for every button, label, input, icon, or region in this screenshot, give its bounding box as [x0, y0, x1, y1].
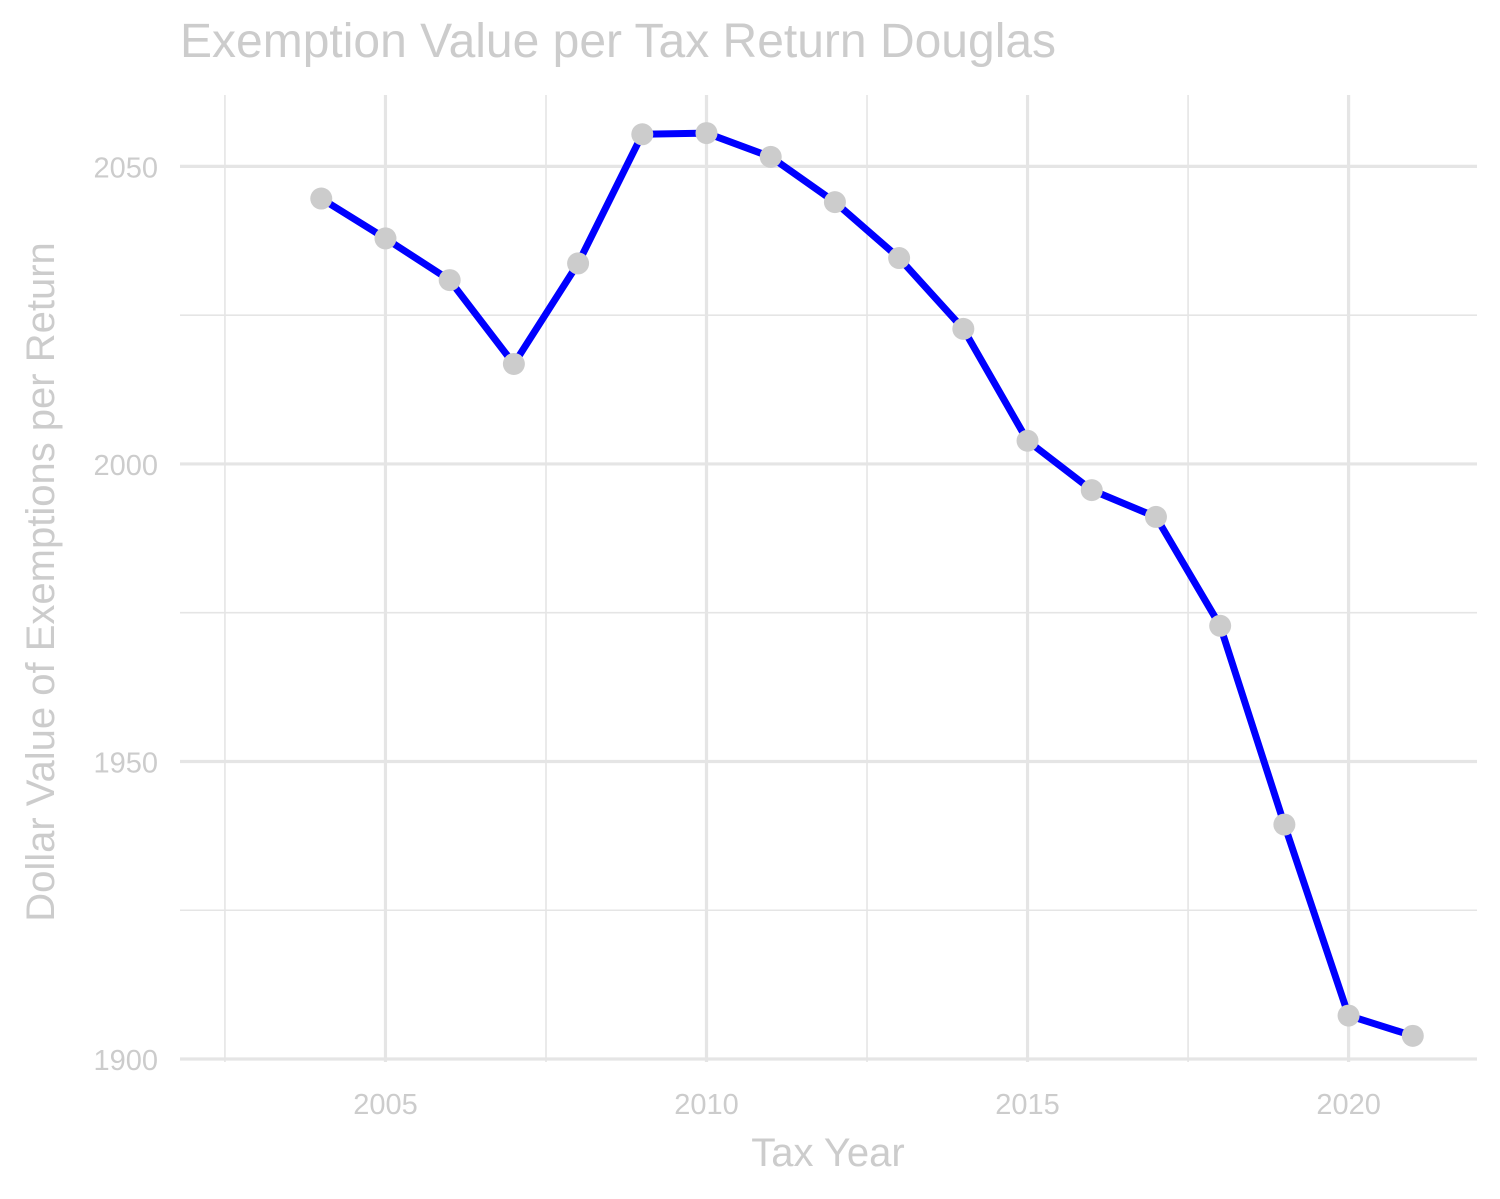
- data-point: [823, 191, 846, 214]
- data-point: [310, 187, 333, 210]
- data-point: [631, 123, 654, 146]
- x-tick-label: 2020: [1316, 1089, 1381, 1121]
- y-tick-label: 1900: [93, 1045, 158, 1077]
- data-point: [1337, 1004, 1360, 1027]
- data-point: [1273, 813, 1296, 836]
- data-point: [888, 247, 911, 270]
- x-tick-label: 2015: [995, 1089, 1060, 1121]
- x-axis-label: Tax Year: [751, 1131, 904, 1175]
- data-point: [438, 269, 461, 292]
- y-tick-label: 2000: [93, 450, 158, 482]
- data-point: [1401, 1024, 1424, 1047]
- x-tick-label: 2010: [674, 1089, 739, 1121]
- data-point: [1016, 429, 1039, 452]
- y-tick-label: 2050: [93, 152, 158, 184]
- series-line: [317, 129, 1417, 1040]
- x-tick-label: 2005: [353, 1089, 418, 1121]
- data-point: [759, 145, 782, 168]
- chart-title: Exemption Value per Tax Return Douglas: [180, 15, 1057, 68]
- data-point: [502, 352, 525, 375]
- y-axis-label: Dollar Value of Exemptions per Return: [19, 242, 63, 922]
- series-layer: [310, 122, 1424, 1047]
- data-point: [952, 317, 975, 340]
- data-point: [695, 122, 718, 145]
- data-point: [1209, 614, 1232, 637]
- tick-labels: 2005 2010 2015 2020 1900 1950 2000 2050: [93, 152, 1380, 1121]
- data-point: [374, 227, 397, 250]
- data-point: [1080, 479, 1103, 502]
- data-point: [567, 252, 590, 275]
- y-tick-label: 1950: [93, 747, 158, 779]
- grid-lines: [180, 95, 1477, 1062]
- data-point: [1144, 505, 1167, 528]
